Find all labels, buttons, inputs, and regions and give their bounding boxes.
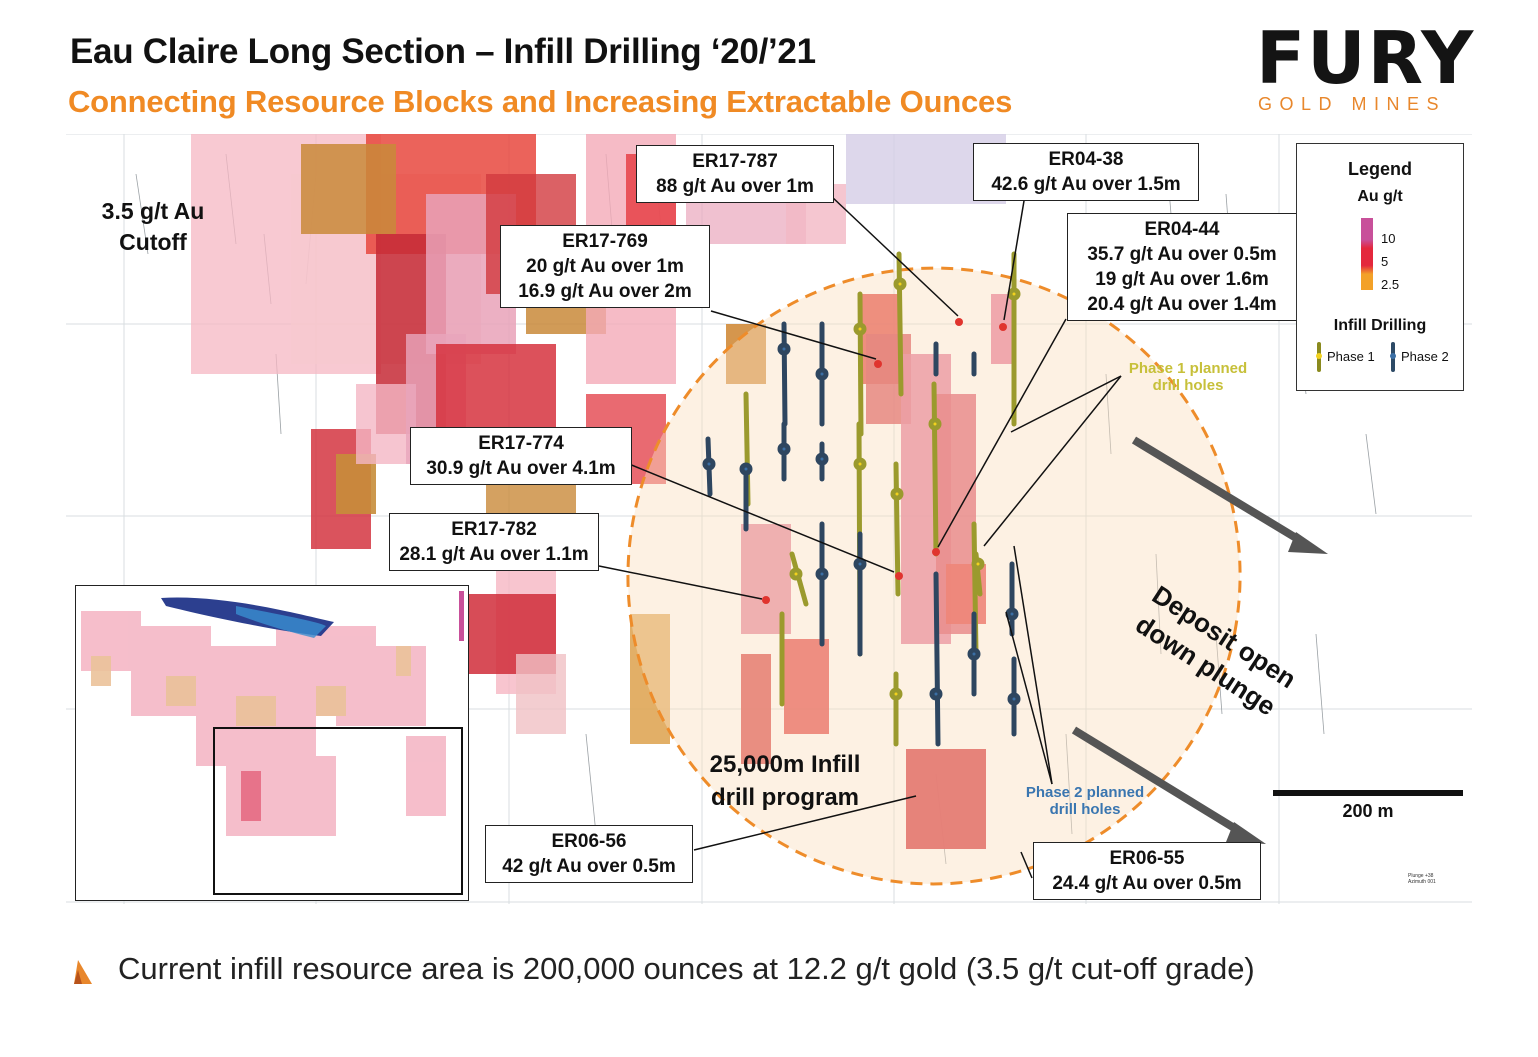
phase2-label: Phase 2 planned drill holes [1025,784,1145,818]
callout-title: ER06-55 [1109,848,1185,869]
legend-phase1: Phase 1 [1327,349,1375,364]
page-title: Eau Claire Long Section – Infill Drillin… [70,32,816,71]
callout-title: ER04-38 [1048,149,1124,170]
callout-er04-38: ER04-38 42.6 g/t Au over 1.5m [973,143,1199,201]
callout-line: 24.4 g/t Au over 0.5m [1052,873,1242,894]
callout-line: 28.1 g/t Au over 1.1m [399,544,589,565]
callout-title: ER17-782 [451,519,537,540]
callout-line: 19 g/t Au over 1.6m [1095,269,1269,290]
callout-er17-774: ER17-774 30.9 g/t Au over 4.1m [410,427,632,485]
callout-er17-782: ER17-782 28.1 g/t Au over 1.1m [389,513,599,571]
callout-er06-56: ER06-56 42 g/t Au over 0.5m [485,825,693,883]
callout-er17-787: ER17-787 88 g/t Au over 1m [636,145,834,203]
callout-er17-769: ER17-769 20 g/t Au over 1m 16.9 g/t Au o… [500,225,710,308]
inset-map [75,585,469,901]
intercept-markers [762,318,1007,604]
callout-line: 35.7 g/t Au over 0.5m [1087,244,1277,265]
inset-overview [81,591,464,895]
legend: Legend Au g/t 10 5 2.5 Infill Drilling P… [1296,143,1464,391]
legend-tick-10: 10 [1381,231,1396,246]
legend-phase2: Phase 2 [1401,349,1449,364]
callout-title: ER06-56 [551,831,627,852]
plunge-arrows [1071,436,1328,844]
scale-label: 200 m [1342,801,1394,821]
callout-title: ER04-44 [1144,219,1220,240]
callout-title: ER17-787 [692,151,778,172]
leader-lines [598,188,1122,879]
callout-title: ER17-774 [478,433,564,454]
phase2-drill-holes [702,321,1021,747]
legend-color-bar [1361,218,1373,290]
callout-line: 42.6 g/t Au over 1.5m [991,174,1181,195]
callout-line: 88 g/t Au over 1m [656,176,814,197]
logo-tagline: GOLD MINES [1258,94,1447,114]
cutoff-label: 3.5 g/t Au Cutoff [101,198,205,255]
phase1-drill-icon [1316,342,1322,372]
callout-er04-44: ER04-44 35.7 g/t Au over 0.5m 19 g/t Au … [1067,213,1297,321]
callout-line: 42 g/t Au over 0.5m [502,856,676,877]
legend-tick-2-5: 2.5 [1381,277,1400,292]
callout-line: 30.9 g/t Au over 4.1m [426,458,616,479]
plunge-tag: Plunge +38 Azimuth 001 [1408,873,1436,885]
callout-line: 20 g/t Au over 1m [526,256,684,277]
page-subtitle: Connecting Resource Blocks and Increasin… [68,84,1013,119]
bullet-icon [74,960,92,984]
phase2-drill-icon [1390,342,1396,372]
callout-line: 20.4 g/t Au over 1.4m [1087,294,1277,315]
logo-word: FURY [1256,16,1476,100]
legend-unit: Au g/t [1357,188,1403,205]
legend-title: Legend [1347,159,1412,179]
resource-blocks-central [741,294,1016,849]
footnote: Current infill resource area is 200,000 … [118,951,1255,986]
program-label: 25,000m Infill drill program [709,751,861,811]
phase1-label: Phase 1 planned drill holes [1128,360,1248,394]
callout-title: ER17-769 [562,231,648,252]
scale-bar [1273,790,1463,796]
legend-tick-5: 5 [1381,254,1389,269]
callout-er06-55: ER06-55 24.4 g/t Au over 0.5m [1033,842,1261,900]
infill-program-zone [626,266,1242,886]
legend-infill-title: Infill Drilling [1333,317,1427,334]
callout-line: 16.9 g/t Au over 2m [518,281,692,302]
company-logo: FURY GOLD MINES [1256,22,1473,120]
